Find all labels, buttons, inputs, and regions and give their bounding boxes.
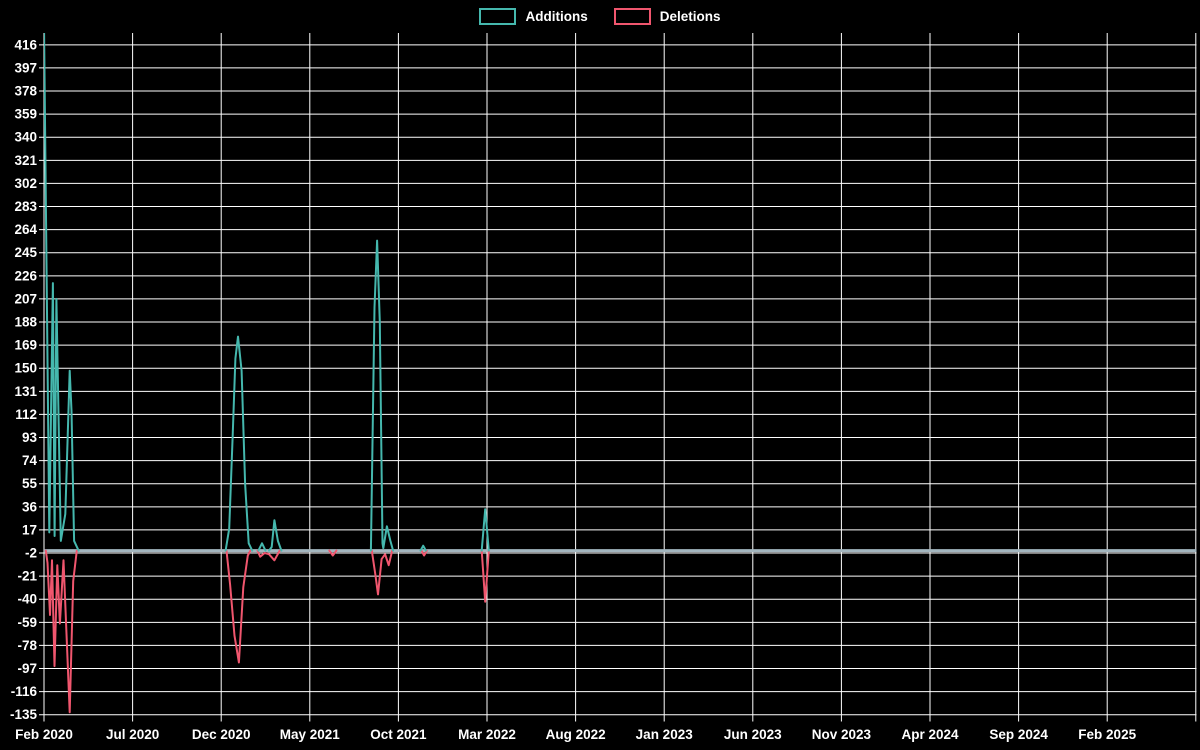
additions-series-line bbox=[257, 542, 267, 552]
y-tick-label: 74 bbox=[22, 453, 38, 468]
y-tick-label: 207 bbox=[14, 291, 37, 306]
y-tick-label: 245 bbox=[14, 245, 37, 260]
x-tick-label: Jun 2023 bbox=[724, 727, 782, 742]
y-tick-label: -97 bbox=[17, 661, 37, 676]
deletions-series-line bbox=[480, 549, 490, 603]
deletions-series-line bbox=[328, 549, 338, 557]
y-tick-label: 416 bbox=[14, 37, 37, 52]
x-tick-label: Nov 2023 bbox=[812, 727, 872, 742]
x-tick-label: Sep 2024 bbox=[989, 727, 1048, 742]
y-tick-label: -135 bbox=[10, 707, 38, 722]
x-tick-label: Aug 2022 bbox=[546, 727, 606, 742]
deletions-legend-label: Deletions bbox=[659, 9, 721, 24]
deletions-series-line bbox=[44, 549, 78, 714]
deletions-series-line bbox=[256, 549, 281, 562]
legend-item-additions[interactable]: Additions bbox=[479, 8, 588, 25]
x-tick-label: May 2021 bbox=[280, 727, 341, 742]
y-tick-label: 93 bbox=[22, 430, 38, 445]
deletions-legend-swatch bbox=[613, 8, 651, 25]
y-tick-label: 169 bbox=[14, 338, 37, 353]
y-tick-label: -40 bbox=[17, 592, 37, 607]
y-tick-label: -2 bbox=[25, 546, 37, 561]
additions-legend-swatch bbox=[479, 8, 517, 25]
y-tick-label: 36 bbox=[22, 499, 38, 514]
x-tick-label: Apr 2024 bbox=[901, 727, 959, 742]
additions-legend-label: Additions bbox=[525, 9, 588, 24]
x-tick-label: Feb 2020 bbox=[15, 727, 73, 742]
additions-series-line bbox=[419, 544, 427, 552]
y-tick-label: 302 bbox=[14, 176, 37, 191]
x-tick-label: Jan 2023 bbox=[636, 727, 694, 742]
y-tick-label: -59 bbox=[17, 615, 37, 630]
additions-series-line bbox=[44, 33, 80, 552]
y-tick-label: 131 bbox=[14, 384, 37, 399]
y-tick-label: 321 bbox=[14, 153, 37, 168]
y-tick-label: -116 bbox=[11, 684, 38, 699]
legend-item-deletions[interactable]: Deletions bbox=[613, 8, 721, 25]
x-tick-label: Oct 2021 bbox=[370, 727, 427, 742]
additions-series-line bbox=[480, 508, 490, 552]
y-tick-label: 55 bbox=[22, 476, 38, 491]
y-tick-label: -78 bbox=[17, 638, 37, 653]
additions-series-line bbox=[224, 335, 254, 552]
y-tick-label: 17 bbox=[22, 522, 37, 537]
x-tick-label: Mar 2022 bbox=[458, 727, 516, 742]
y-tick-label: 264 bbox=[14, 222, 37, 237]
y-tick-label: 359 bbox=[14, 107, 37, 122]
deletions-series-line bbox=[370, 549, 394, 596]
y-tick-label: 397 bbox=[14, 60, 37, 75]
y-tick-label: 340 bbox=[14, 130, 37, 145]
x-tick-label: Jul 2020 bbox=[106, 727, 159, 742]
x-tick-label: Dec 2020 bbox=[192, 727, 251, 742]
additions-series-line bbox=[268, 519, 283, 552]
deletions-series-line bbox=[420, 549, 428, 557]
y-tick-label: 226 bbox=[14, 268, 37, 283]
chart-legend: Additions Deletions bbox=[0, 8, 1200, 25]
additions-series-line bbox=[369, 239, 395, 552]
y-tick-label: -21 bbox=[17, 569, 37, 584]
y-tick-label: 378 bbox=[14, 84, 37, 99]
y-tick-label: 188 bbox=[14, 315, 37, 330]
deletions-series-line bbox=[225, 549, 252, 664]
y-tick-label: 150 bbox=[14, 361, 37, 376]
y-tick-label: 112 bbox=[15, 407, 37, 422]
y-tick-label: 283 bbox=[14, 199, 37, 214]
x-tick-label: Feb 2025 bbox=[1078, 727, 1136, 742]
